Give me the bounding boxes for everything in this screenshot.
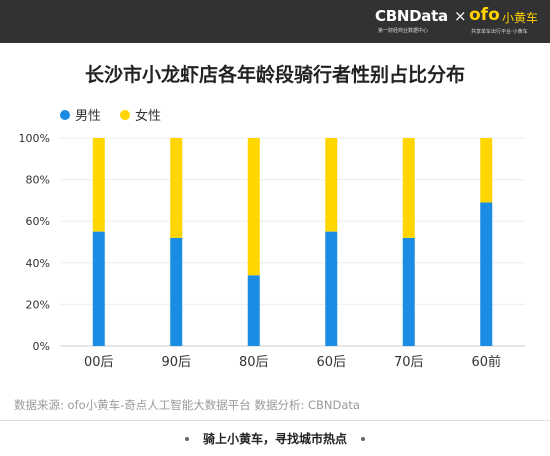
legend-marker — [120, 110, 130, 120]
bar-segment-female — [480, 138, 493, 203]
x-tick-label: 80后 — [239, 355, 269, 370]
cbndata-logo: CBNData — [375, 7, 448, 25]
brand-header: CBNData 第一财经商业数据中心 × ofo 小黄车 共享单车出行平台·小黄… — [0, 0, 550, 43]
ofo-logo-chinese: 小黄车 — [502, 11, 539, 25]
legend-label: 女性 — [135, 108, 161, 124]
stacked-bar-chart: 男性 女性 0% 20% 40% 60% 80% 100% 00后 90后 80后 60后 70后 6… — [19, 108, 525, 370]
legend-marker — [60, 110, 70, 120]
chart-title: 长沙市小龙虾店各年龄段骑行者性别占比分布 — [84, 64, 465, 86]
bar-segment-male — [247, 275, 260, 346]
data-source-note: 数据来源: ofo小黄车-奇点人工智能大数据平台 数据分析: CBNData — [14, 398, 360, 412]
bar-segment-male — [402, 237, 415, 346]
ofo-logo: ofo — [469, 5, 500, 25]
slogan-bullet-left — [185, 437, 189, 441]
y-axis: 0% 20% 40% 60% 80% 100% — [19, 132, 50, 353]
x-tick-label: 60后 — [316, 355, 346, 370]
bar-segment-male — [325, 231, 338, 346]
chart-legend: 男性 女性 — [60, 108, 161, 124]
x-tick-label: 70后 — [394, 355, 424, 370]
x-tick-label: 00后 — [84, 355, 114, 370]
chart-bars — [92, 138, 493, 346]
y-tick-label: 100% — [19, 132, 50, 145]
bar-segment-female — [247, 138, 260, 276]
ofo-logo-subtitle: 共享单车出行平台·小黄车 — [471, 29, 528, 35]
chart-gridlines — [60, 137, 525, 347]
bar-segment-female — [325, 138, 338, 232]
cbndata-logo-subtitle: 第一财经商业数据中心 — [378, 28, 429, 34]
x-axis: 00后 90后 80后 60后 70后 60前 — [84, 354, 501, 370]
y-tick-label: 20% — [26, 298, 50, 311]
footer-divider — [0, 420, 550, 421]
bar-segment-male — [480, 202, 493, 346]
y-tick-label: 60% — [26, 215, 50, 228]
y-tick-label: 80% — [26, 174, 50, 187]
x-tick-label: 90后 — [161, 355, 191, 370]
footer-slogan: 骑上小黄车，寻找城市热点 — [202, 432, 347, 446]
x-tick-label: 60前 — [471, 354, 501, 370]
y-tick-label: 40% — [26, 257, 50, 270]
bar-segment-female — [170, 138, 183, 238]
bar-segment-female — [92, 138, 105, 232]
bar-segment-female — [402, 138, 415, 238]
bar-segment-male — [92, 231, 105, 346]
legend-label: 男性 — [75, 109, 101, 124]
bar-segment-male — [170, 237, 183, 346]
brand-separator: × — [454, 7, 467, 25]
y-tick-label: 0% — [33, 340, 50, 353]
slogan-bullet-right — [361, 437, 365, 441]
